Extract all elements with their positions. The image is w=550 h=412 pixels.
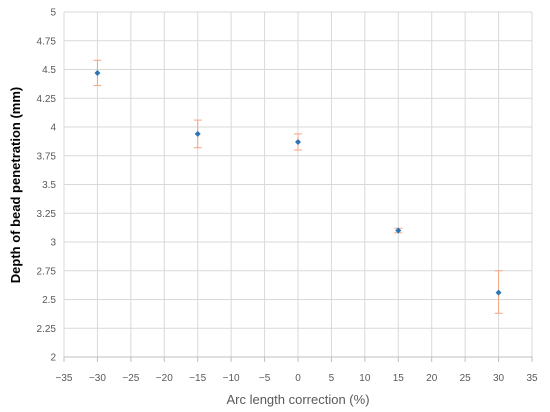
data-point [194, 130, 201, 137]
y-tick-label: 2 [50, 353, 56, 364]
x-tick-label: −5 [259, 373, 271, 384]
y-tick-label: 4 [50, 123, 56, 134]
data-point [495, 289, 502, 296]
y-tick-label: 2.75 [37, 266, 57, 277]
y-tick-label: 2.5 [42, 295, 56, 306]
x-tick-label: −20 [156, 373, 173, 384]
y-tick-label: 4.5 [42, 65, 56, 76]
x-tick-label: 0 [295, 373, 301, 384]
y-tick-labels: 2 2.25 2.5 2.75 3 3.25 3.5 3.75 4 4.25 4.5 4.75 5 [37, 8, 57, 364]
x-tick-label: −35 [56, 373, 73, 384]
data-point [395, 227, 402, 234]
x-tick-labels: −35 −30 −25 −20 −15 −10 −5 0 5 10 15 20 25 30 35 [56, 373, 538, 384]
x-tick-label: −25 [122, 373, 139, 384]
y-tick-label: 4.25 [37, 94, 57, 105]
y-axis-title: Depth of bead penetration (mm) [8, 87, 23, 283]
y-tick-label: 3 [50, 238, 56, 249]
y-tick-label: 3.25 [37, 209, 57, 220]
data-point [94, 69, 101, 76]
x-tick-label: 20 [426, 373, 438, 384]
x-tick-label: −15 [189, 373, 206, 384]
x-tick-label: 10 [359, 373, 371, 384]
axes [63, 12, 533, 362]
y-tick-label: 2.25 [37, 324, 57, 335]
grid-lines [64, 11, 533, 357]
y-tick-label: 5 [50, 8, 56, 19]
x-tick-label: 30 [493, 373, 505, 384]
x-axis-title: Arc length correction (%) [226, 392, 369, 407]
x-tick-label: 15 [393, 373, 405, 384]
y-tick-label: 3.5 [42, 180, 56, 191]
x-tick-label: 5 [329, 373, 335, 384]
data-point [295, 138, 301, 145]
x-tick-label: 35 [526, 373, 538, 384]
x-tick-label: −10 [223, 373, 240, 384]
x-tick-label: −30 [89, 373, 106, 384]
x-tick-label: 25 [460, 373, 472, 384]
y-tick-label: 3.75 [37, 151, 57, 162]
y-tick-label: 4.75 [37, 36, 57, 47]
data-points [94, 69, 502, 296]
